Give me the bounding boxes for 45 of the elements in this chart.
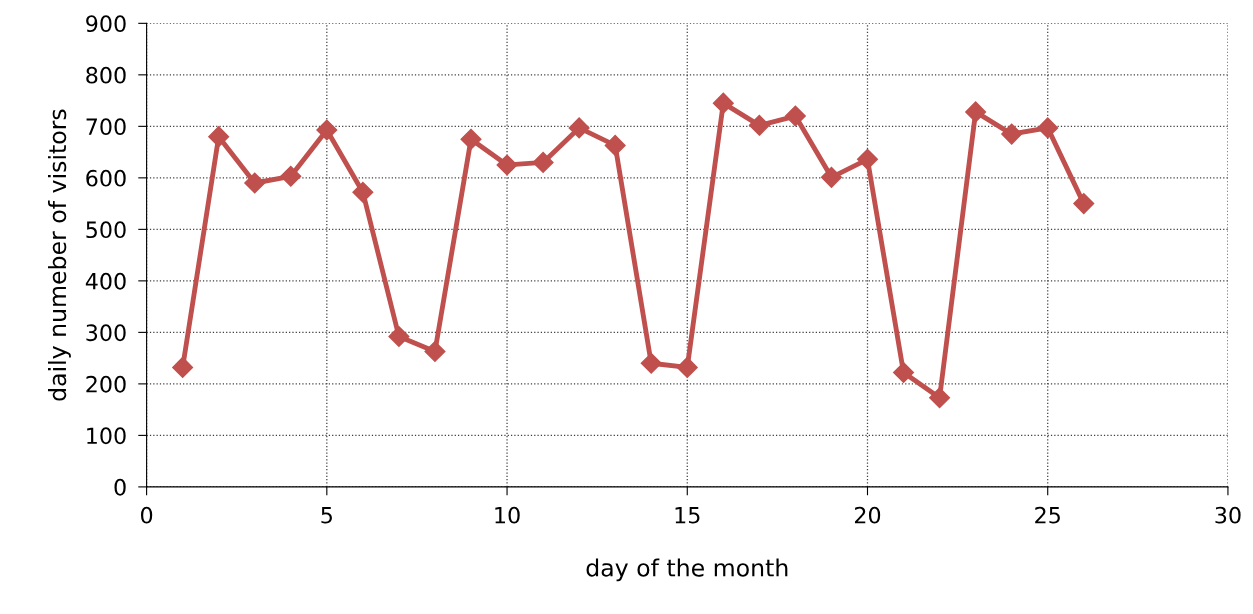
point [460, 128, 482, 150]
point [388, 325, 410, 348]
point [1001, 123, 1023, 145]
point [676, 356, 698, 378]
y-axis-title: daily numeber of visitors [48, 109, 71, 401]
point [604, 134, 626, 156]
point [280, 165, 302, 187]
point [244, 172, 266, 194]
y-tick-label: 400 [85, 272, 126, 290]
point [496, 154, 518, 176]
point [568, 117, 590, 139]
y-tick-label: 100 [87, 427, 126, 445]
x-tick-label: 30 [1215, 506, 1241, 524]
point [532, 151, 554, 173]
y-tick-label: 500 [86, 221, 126, 239]
point [820, 166, 842, 188]
point [1037, 117, 1059, 139]
y-tick-label: 200 [86, 375, 126, 393]
point [748, 114, 770, 136]
x-tick-label: 10 [495, 506, 520, 524]
x-axis-title: day of the month [586, 558, 788, 582]
point [208, 126, 230, 148]
point [893, 362, 915, 384]
point [965, 101, 987, 123]
y-tick-label: 300 [86, 324, 126, 342]
x-tick-label: 25 [1035, 506, 1060, 524]
x-tick-label: 5 [321, 507, 332, 524]
x-tick-label: 0 [141, 506, 153, 524]
point [424, 340, 446, 362]
point [856, 148, 879, 170]
point [784, 105, 806, 127]
y-tick-label: 0 [114, 478, 126, 496]
point [316, 119, 338, 141]
point [1073, 193, 1095, 215]
point [712, 92, 734, 114]
point [640, 352, 662, 374]
y-tick-label: 800 [86, 66, 126, 84]
point [172, 356, 194, 378]
x-tick-label: 15 [675, 507, 700, 524]
x-tick-label: 20 [854, 506, 881, 524]
point [352, 181, 374, 203]
y-tick-label: 900 [86, 15, 126, 33]
y-tick-label: 700 [86, 118, 126, 136]
y-tick-label: 600 [86, 169, 126, 187]
point [929, 387, 951, 409]
